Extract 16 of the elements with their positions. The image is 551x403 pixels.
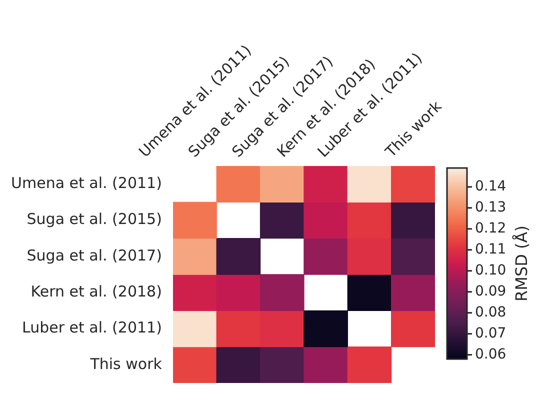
y-tick-label: Suga et al. (2017) — [26, 246, 162, 264]
color-bar-title: RMSD (Å) — [512, 226, 531, 302]
y-tick-label: This work — [89, 354, 162, 373]
color-bar-label: 0.06 — [475, 346, 506, 362]
y-tick-label: Luber et al. (2011) — [22, 318, 162, 337]
color-bar-label: 0.08 — [475, 304, 506, 320]
color-bar-label: 0.10 — [475, 262, 506, 278]
color-bar-label: 0.13 — [475, 200, 506, 216]
color-bar-label: 0.14 — [475, 178, 506, 195]
color-bar-label: 0.11 — [475, 242, 506, 258]
color-bar-label: 0.12 — [475, 220, 506, 237]
color-bar-label: 0.09 — [475, 283, 506, 300]
y-tick-label: Kern et al. (2018) — [30, 282, 162, 300]
color-bar-label: 0.07 — [475, 325, 506, 342]
y-tick-label: Suga et al. (2015) — [26, 210, 162, 228]
y-tick-label: Umena et al. (2011) — [11, 174, 162, 192]
